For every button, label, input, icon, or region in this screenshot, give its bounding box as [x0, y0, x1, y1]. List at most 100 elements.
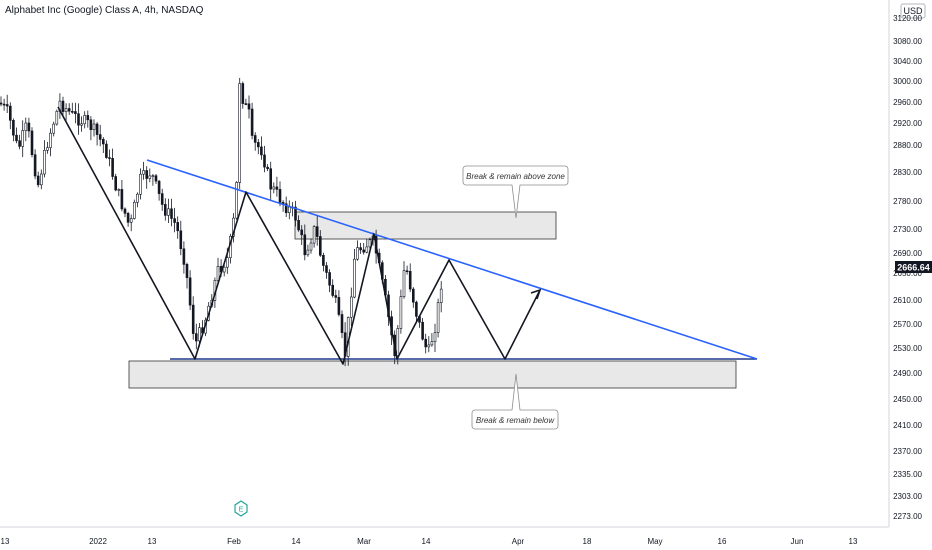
demand-zone[interactable]	[128, 360, 737, 389]
candle	[0, 96, 3, 107]
candle	[291, 202, 294, 217]
candle-body	[353, 258, 356, 298]
candle	[362, 243, 366, 255]
demand-zone-box[interactable]	[128, 360, 737, 389]
candle	[108, 149, 111, 167]
supply-zone[interactable]	[294, 211, 557, 240]
candle	[5, 94, 9, 113]
candle	[334, 289, 338, 303]
candle	[98, 124, 102, 147]
candle-body	[170, 208, 173, 219]
candle-body	[294, 206, 297, 221]
candle-body	[315, 226, 319, 237]
price-tick-label: 2690.00	[893, 249, 922, 258]
chart-title: Alphabet Inc (Google) Class A, 4h, NASDA…	[5, 5, 204, 16]
price-tick-label: 2303.00	[893, 492, 922, 501]
candle-body	[253, 135, 257, 143]
candle-body	[250, 108, 254, 136]
candle	[102, 137, 105, 153]
candle-body	[2, 103, 6, 106]
candle-body	[139, 173, 142, 195]
candle	[260, 136, 263, 160]
candle-body	[349, 296, 353, 318]
supply-zone-box[interactable]	[294, 211, 557, 240]
candle	[399, 289, 403, 334]
candle-body	[46, 147, 49, 151]
candle	[250, 102, 254, 140]
candle-body	[402, 270, 406, 298]
candle-body	[36, 175, 40, 186]
candle-body	[5, 104, 9, 107]
candle	[123, 207, 127, 218]
candle-body	[102, 139, 105, 145]
earnings-marker[interactable]: E	[234, 500, 248, 517]
candle	[359, 242, 362, 254]
candle-body	[436, 302, 440, 333]
candle	[340, 310, 344, 339]
candle-body	[415, 301, 418, 317]
pattern-drawing[interactable]	[57, 106, 541, 365]
candle-body	[86, 115, 90, 121]
candle-body	[64, 108, 68, 112]
price-tick-label: 2450.00	[893, 395, 922, 404]
candle-body	[49, 132, 52, 148]
price-tick-label: 2570.00	[893, 320, 922, 329]
candle	[86, 110, 90, 128]
descending-trendline[interactable]	[146, 159, 758, 360]
below-callout-text: Break & remain below	[476, 416, 555, 425]
candle-body	[191, 304, 195, 334]
below-callout[interactable]: Break & remain below	[471, 373, 559, 430]
time-axis: 13 2022 13 Feb 14 Mar 14 Apr 18 May 16 Jun 13	[0, 526, 889, 546]
candle-body	[368, 239, 372, 248]
candle-body	[411, 288, 415, 303]
candle	[114, 173, 117, 192]
candle	[58, 93, 62, 119]
currency-badge[interactable]	[900, 3, 926, 19]
candle-body	[365, 246, 369, 253]
candle-body	[241, 83, 245, 104]
candle	[337, 290, 341, 317]
price-tick-label: 2370.00	[893, 447, 922, 456]
candle	[272, 182, 276, 194]
candle-body	[235, 182, 238, 219]
candle	[164, 198, 167, 221]
candle-body	[331, 284, 335, 296]
candle-body	[356, 247, 359, 260]
candle-body	[39, 173, 43, 186]
candle	[415, 300, 418, 322]
earnings-label: E	[239, 507, 244, 514]
candle	[303, 224, 307, 261]
candle	[325, 262, 328, 279]
candle-body	[30, 130, 34, 156]
candle-body	[160, 193, 164, 205]
candle-body	[83, 115, 86, 125]
above-callout[interactable]: Break & remain above zone	[462, 165, 569, 219]
price-tick-label: 3040.00	[893, 57, 922, 66]
candle-body	[269, 168, 273, 190]
candle	[27, 117, 31, 138]
candle	[80, 116, 83, 132]
candle	[275, 176, 279, 197]
candle-body	[396, 328, 400, 357]
time-tick-label: 13	[148, 537, 157, 546]
candle	[235, 181, 238, 220]
candle-body	[164, 204, 167, 216]
price-tick-label: 2410.00	[893, 421, 922, 430]
candle	[77, 103, 80, 135]
currency-label: USD	[903, 6, 923, 16]
candle-body	[337, 297, 341, 315]
candle	[55, 109, 59, 126]
candle	[39, 169, 43, 190]
candle-body	[98, 134, 102, 140]
candle-body	[287, 206, 291, 213]
candle-body	[195, 333, 198, 342]
candle	[315, 215, 319, 246]
candle	[430, 333, 434, 347]
time-tick-label: 2022	[89, 537, 107, 546]
candle-body	[179, 230, 183, 250]
candle	[322, 252, 325, 272]
candle	[247, 95, 251, 119]
price-tick-label: 2780.00	[893, 197, 922, 206]
price-tick-label: 2610.00	[893, 296, 922, 305]
